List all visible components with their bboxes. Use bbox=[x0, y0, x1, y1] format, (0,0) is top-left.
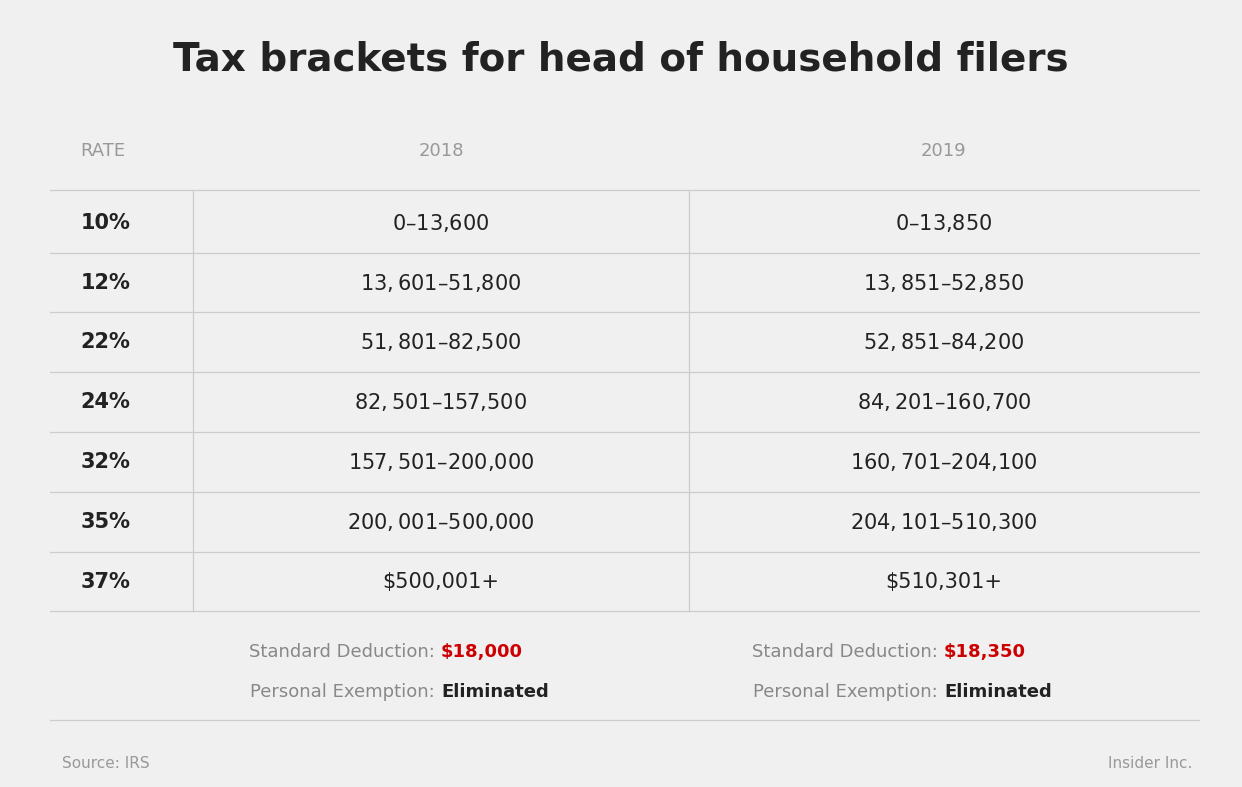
Text: $13,851– $52,850: $13,851– $52,850 bbox=[863, 272, 1025, 294]
Text: 10%: 10% bbox=[81, 212, 130, 233]
Text: $84,201 – $160,700: $84,201 – $160,700 bbox=[857, 391, 1031, 413]
Text: Tax brackets for head of household filers: Tax brackets for head of household filer… bbox=[173, 40, 1069, 78]
Text: 35%: 35% bbox=[81, 512, 130, 532]
Text: RATE: RATE bbox=[81, 142, 125, 160]
Text: $82,501 – $157,500: $82,501 – $157,500 bbox=[354, 391, 528, 413]
Text: Insider Inc.: Insider Inc. bbox=[1108, 756, 1192, 771]
Text: 22%: 22% bbox=[81, 332, 130, 353]
Text: $51,801 – $82,500: $51,801 – $82,500 bbox=[360, 331, 522, 353]
Text: $18,000: $18,000 bbox=[441, 644, 523, 661]
Text: 32%: 32% bbox=[81, 452, 130, 472]
Text: $510,301+: $510,301+ bbox=[886, 571, 1002, 592]
Text: $18,350: $18,350 bbox=[944, 644, 1026, 661]
Text: 12%: 12% bbox=[81, 272, 130, 293]
Text: $200,001–$500,000: $200,001–$500,000 bbox=[347, 511, 535, 533]
Text: 24%: 24% bbox=[81, 392, 130, 412]
Text: 2018: 2018 bbox=[419, 142, 463, 160]
Text: Personal Exemption:: Personal Exemption: bbox=[754, 683, 944, 700]
Text: $160,701 – $204,100: $160,701 – $204,100 bbox=[850, 451, 1038, 473]
Text: Eliminated: Eliminated bbox=[441, 683, 549, 700]
Text: $0 – $13,600: $0 – $13,600 bbox=[392, 212, 489, 234]
Text: 2019: 2019 bbox=[922, 142, 966, 160]
Text: $204,101 – $510,300: $204,101 – $510,300 bbox=[850, 511, 1038, 533]
Text: Eliminated: Eliminated bbox=[944, 683, 1052, 700]
Text: $0 – $13,850: $0 – $13,850 bbox=[895, 212, 992, 234]
Text: Standard Deduction:: Standard Deduction: bbox=[753, 644, 944, 661]
Text: Source: IRS: Source: IRS bbox=[62, 756, 150, 771]
Text: $13,601 – $51,800: $13,601 – $51,800 bbox=[360, 272, 522, 294]
Text: 37%: 37% bbox=[81, 571, 130, 592]
Text: Standard Deduction:: Standard Deduction: bbox=[250, 644, 441, 661]
Text: $52,851 – $84,200: $52,851 – $84,200 bbox=[863, 331, 1025, 353]
Text: $500,001+: $500,001+ bbox=[383, 571, 499, 592]
Text: Personal Exemption:: Personal Exemption: bbox=[251, 683, 441, 700]
Text: $157,501 – $200,000: $157,501 – $200,000 bbox=[348, 451, 534, 473]
